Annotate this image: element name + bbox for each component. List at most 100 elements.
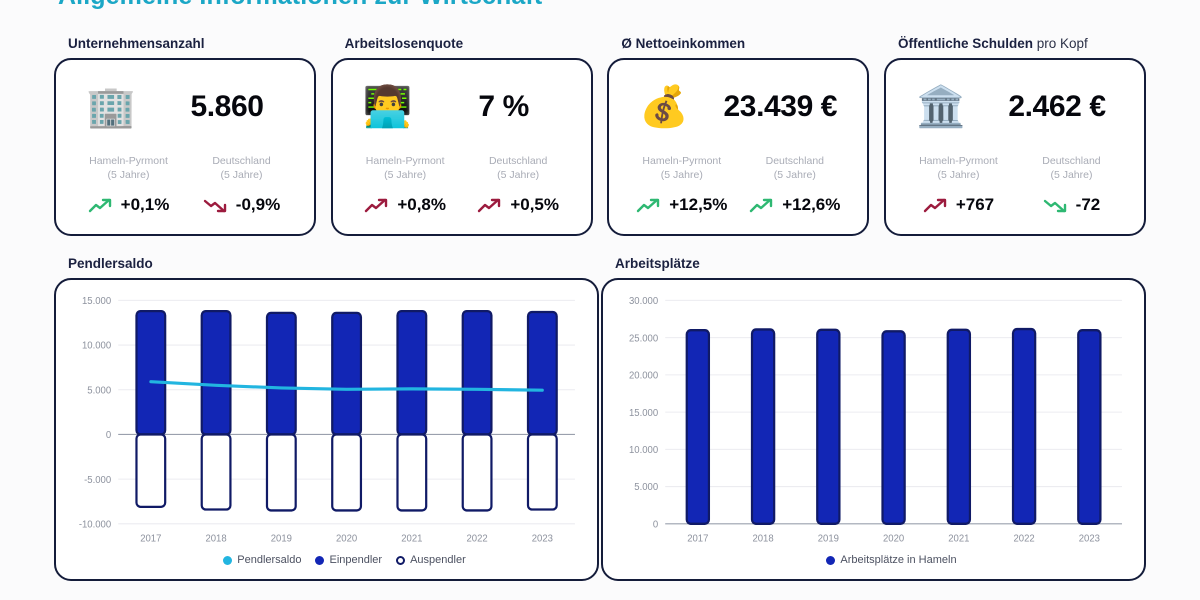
legend-label: Einpendler xyxy=(329,554,383,566)
kpi-period-label: (5 Jahre) xyxy=(220,169,263,182)
svg-text:2018: 2018 xyxy=(752,533,773,544)
legend-item[interactable]: Pendlersaldo xyxy=(223,554,301,566)
kpi-period-label: (5 Jahre) xyxy=(384,169,427,182)
kpi-deltas: +0,8% +0,5% xyxy=(349,195,575,215)
arbeitsplaetze-legend: Arbeitsplätze in Hameln xyxy=(613,549,1130,571)
kpi-card-row: Unternehmensanzahl 🏢 5.860 Hameln-Pyrmon… xyxy=(0,36,1200,236)
kpi-delta-left: +0,8% xyxy=(349,195,462,215)
kpi-card-oeffentliche-schulden: Öffentliche Schulden pro Kopf 🏛️ 2.462 €… xyxy=(883,36,1146,236)
person-at-laptop-icon: 👨‍💻 xyxy=(362,85,413,129)
trend-up-icon xyxy=(637,198,660,213)
kpi-headline: 🏛️ 2.462 € xyxy=(902,74,1128,140)
kpi-sub-left: Hameln-Pyrmont (5 Jahre) xyxy=(625,154,738,182)
pendlersaldo-chart-svg[interactable]: 15.000 10.000 5.000 0 -5.000 -10.000 2017 2018 2… xyxy=(66,292,583,549)
trend-down-icon xyxy=(1043,199,1066,213)
pendlersaldo-plot-area: 15.000 10.000 5.000 0 -5.000 -10.000 2017 2018 2… xyxy=(66,292,583,549)
kpi-label-suffix: pro Kopf xyxy=(1032,36,1088,51)
svg-text:2018: 2018 xyxy=(205,533,226,544)
kpi-delta-right: +0,5% xyxy=(462,195,575,215)
kpi-subheaders: Hameln-Pyrmont (5 Jahre) Deutschland (5 … xyxy=(625,154,851,182)
kpi-delta-value: -0,9% xyxy=(235,195,281,215)
kpi-value: 2.462 € xyxy=(1008,90,1106,123)
bank-classical-building-icon: 🏛️ xyxy=(916,85,966,129)
kpi-delta-value: +0,1% xyxy=(120,195,170,215)
svg-text:2019: 2019 xyxy=(818,533,839,544)
kpi-sub-left: Hameln-Pyrmont (5 Jahre) xyxy=(902,154,1015,182)
legend-dot-icon xyxy=(315,555,325,565)
kpi-headline: 👨‍💻 7 % xyxy=(349,74,575,140)
kpi-sub-right: Deutschland (5 Jahre) xyxy=(462,154,575,182)
kpi-region-label: Deutschland xyxy=(488,155,548,167)
kpi-region-label: Hameln-Pyrmont xyxy=(642,155,722,167)
chart-pendlersaldo: Pendlersaldo 15.000 10.000 5.000 0 -5.000 -10… xyxy=(54,256,599,581)
svg-text:10.000: 10.000 xyxy=(82,341,112,352)
chart-card-body[interactable]: 15.000 10.000 5.000 0 -5.000 -10.000 2017 2018 2… xyxy=(54,278,599,581)
kpi-card-body[interactable]: 🏛️ 2.462 € Hameln-Pyrmont (5 Jahre) Deut… xyxy=(883,58,1146,236)
kpi-card-body[interactable]: 🏢 5.860 Hameln-Pyrmont (5 Jahre) Deutsch… xyxy=(54,58,316,236)
kpi-label: Öffentliche Schulden pro Kopf xyxy=(898,36,1146,51)
kpi-delta-left: +0,1% xyxy=(72,195,185,215)
kpi-card-body[interactable]: 👨‍💻 7 % Hameln-Pyrmont (5 Jahre) Deutsch… xyxy=(330,58,593,236)
svg-text:2021: 2021 xyxy=(948,533,969,544)
chart-title: Pendlersaldo xyxy=(68,256,153,271)
kpi-region-label: Hameln-Pyrmont xyxy=(919,155,998,167)
kpi-headline: 💰 23.439 € xyxy=(625,74,851,140)
kpi-period-label: (5 Jahre) xyxy=(937,169,980,182)
chart-card-body[interactable]: 30.000 25.000 20.000 15.000 10.000 5.000 0 2017… xyxy=(601,278,1146,581)
kpi-sub-left: Hameln-Pyrmont (5 Jahre) xyxy=(349,154,462,182)
svg-text:2022: 2022 xyxy=(1013,533,1034,544)
svg-text:2022: 2022 xyxy=(466,533,487,544)
svg-text:15.000: 15.000 xyxy=(82,296,112,307)
trend-up-icon xyxy=(750,198,773,213)
trend-up-icon xyxy=(88,198,111,213)
kpi-delta-left: +767 xyxy=(902,195,1015,215)
kpi-label-main: Öffentliche Schulden xyxy=(897,36,1033,51)
chart-row: Pendlersaldo 15.000 10.000 5.000 0 -5.000 -10… xyxy=(0,256,1200,581)
svg-text:30.000: 30.000 xyxy=(629,296,659,307)
kpi-card-body[interactable]: 💰 23.439 € Hameln-Pyrmont (5 Jahre) Deut… xyxy=(607,58,870,236)
kpi-deltas: +12,5% +12,6% xyxy=(625,195,851,215)
kpi-sub-left: Hameln-Pyrmont (5 Jahre) xyxy=(72,154,185,182)
legend-label: Arbeitsplätze in Hameln xyxy=(840,554,957,566)
kpi-subheaders: Hameln-Pyrmont (5 Jahre) Deutschland (5 … xyxy=(72,154,298,182)
svg-text:15.000: 15.000 xyxy=(629,408,659,419)
svg-text:2017: 2017 xyxy=(140,533,161,544)
svg-text:-5.000: -5.000 xyxy=(84,475,112,486)
kpi-delta-value: +12,5% xyxy=(669,195,728,215)
svg-text:2020: 2020 xyxy=(336,533,358,544)
svg-text:0: 0 xyxy=(653,519,659,530)
legend-item[interactable]: Arbeitsplätze in Hameln xyxy=(826,554,957,566)
kpi-subheaders: Hameln-Pyrmont (5 Jahre) Deutschland (5 … xyxy=(902,154,1128,182)
trend-up-icon xyxy=(923,198,947,213)
legend-item[interactable]: Auspendler xyxy=(396,554,466,566)
kpi-region-label: Hameln-Pyrmont xyxy=(365,155,445,167)
svg-text:0: 0 xyxy=(106,430,112,441)
svg-text:2020: 2020 xyxy=(883,533,905,544)
pendlersaldo-legend: Pendlersaldo Einpendler Auspendler xyxy=(66,549,583,571)
kpi-period-label: (5 Jahre) xyxy=(107,169,150,182)
chart-arbeitsplaetze: Arbeitsplätze 30.000 25.000 20.000 15.000 10… xyxy=(601,256,1146,581)
kpi-label-main: Ø Nettoeinkommen xyxy=(621,36,746,51)
kpi-delta-value: +12,6% xyxy=(782,195,841,215)
legend-label: Auspendler xyxy=(410,554,466,566)
legend-label: Pendlersaldo xyxy=(237,554,302,566)
kpi-headline: 🏢 5.860 xyxy=(72,74,298,140)
kpi-label-main: Arbeitslosenquote xyxy=(344,36,464,51)
kpi-region-label: Deutschland xyxy=(1042,155,1101,167)
svg-text:2023: 2023 xyxy=(532,533,553,544)
svg-text:2021: 2021 xyxy=(401,533,422,544)
legend-item[interactable]: Einpendler xyxy=(315,554,382,566)
page-title: Allgemeine Informationen zur Wirtschaft xyxy=(58,0,542,11)
svg-text:20.000: 20.000 xyxy=(629,370,659,381)
kpi-value: 23.439 € xyxy=(723,90,838,123)
kpi-period-label: (5 Jahre) xyxy=(660,169,703,182)
arbeitsplaetze-chart-svg[interactable]: 30.000 25.000 20.000 15.000 10.000 5.000 0 2017… xyxy=(613,292,1130,549)
kpi-card-unternehmensanzahl: Unternehmensanzahl 🏢 5.860 Hameln-Pyrmon… xyxy=(54,36,316,236)
svg-text:5.000: 5.000 xyxy=(87,385,111,396)
kpi-subheaders: Hameln-Pyrmont (5 Jahre) Deutschland (5 … xyxy=(349,154,575,182)
legend-dot-icon xyxy=(223,555,233,565)
svg-text:-10.000: -10.000 xyxy=(79,519,112,530)
kpi-sub-right: Deutschland (5 Jahre) xyxy=(185,154,298,182)
legend-dot-icon xyxy=(396,555,406,565)
kpi-delta-value: +0,8% xyxy=(397,195,446,215)
